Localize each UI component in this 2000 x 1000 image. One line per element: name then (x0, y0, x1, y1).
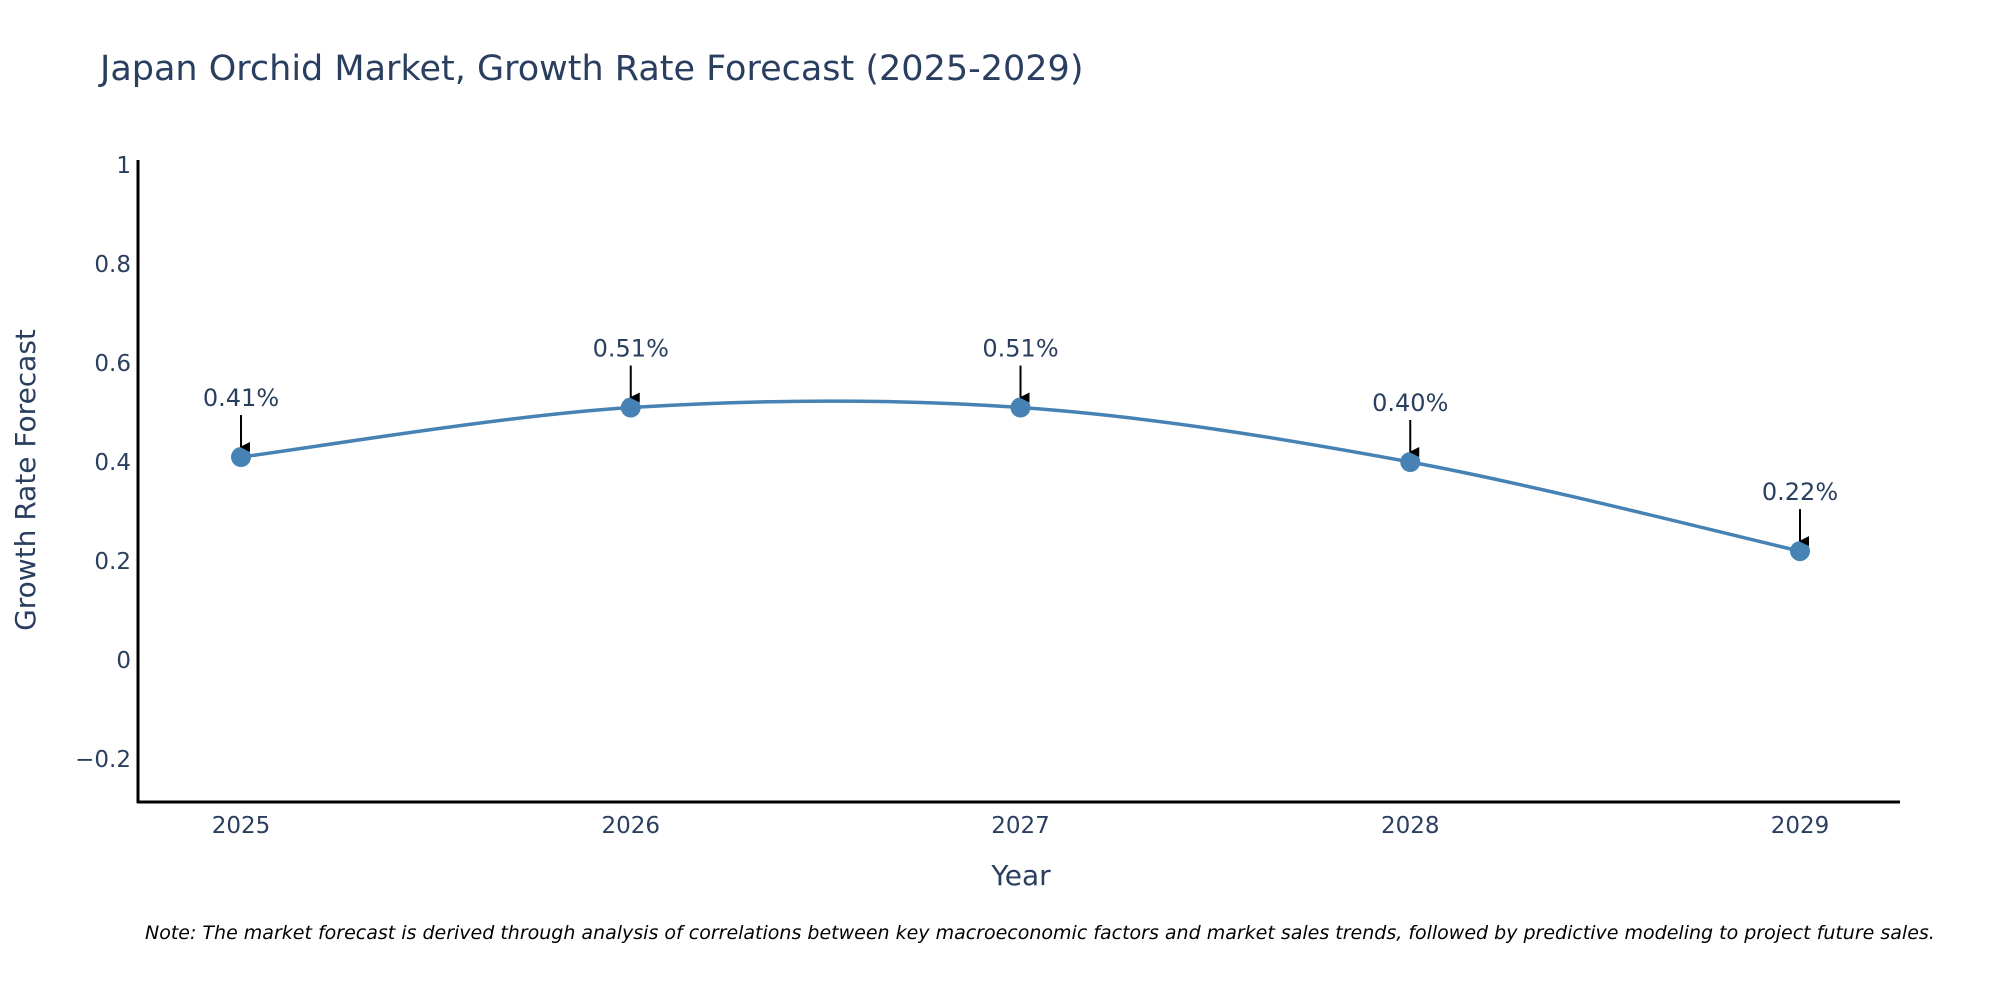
data-label: 0.41% (203, 384, 279, 412)
data-label: 0.22% (1762, 478, 1838, 506)
y-tick-label: −0.2 (75, 747, 131, 773)
data-points (231, 397, 1810, 562)
data-point (1010, 397, 1031, 418)
series-line-growth-rate (240, 399, 1801, 553)
y-axis-ticks: −0.2 0 0.2 0.4 0.6 0.8 1 (75, 153, 131, 773)
footnote: Note: The market forecast is derived thr… (145, 922, 1935, 944)
data-label: 0.40% (1372, 389, 1448, 417)
data-point (1790, 541, 1810, 562)
x-axis-ticks: 2025 2026 2027 2028 2029 (212, 813, 1830, 839)
y-tick-label: 0 (116, 648, 131, 674)
data-point (1400, 452, 1421, 472)
y-tick-label: 0.4 (94, 450, 131, 476)
data-point (620, 397, 641, 418)
y-axis-title: Growth Rate Forecast (9, 329, 42, 631)
x-tick-label: 2028 (1381, 813, 1440, 839)
x-tick-label: 2025 (212, 813, 271, 839)
x-tick-label: 2029 (1771, 813, 1830, 839)
data-annotations: 0.41% 0.51% 0.51% 0.40% 0.22% (203, 335, 1838, 547)
data-label: 0.51% (982, 335, 1058, 363)
x-tick-label: 2027 (991, 813, 1050, 839)
y-tick-label: 0.6 (94, 351, 131, 377)
y-tick-label: 1 (116, 153, 131, 179)
x-tick-label: 2026 (601, 813, 660, 839)
data-label: 0.51% (593, 335, 669, 363)
data-point (231, 447, 251, 468)
chart-title: Japan Orchid Market, Growth Rate Forecas… (98, 49, 1083, 89)
y-tick-label: 0.2 (94, 549, 131, 575)
y-tick-label: 0.8 (94, 252, 131, 278)
x-axis-title: Year (990, 859, 1051, 892)
